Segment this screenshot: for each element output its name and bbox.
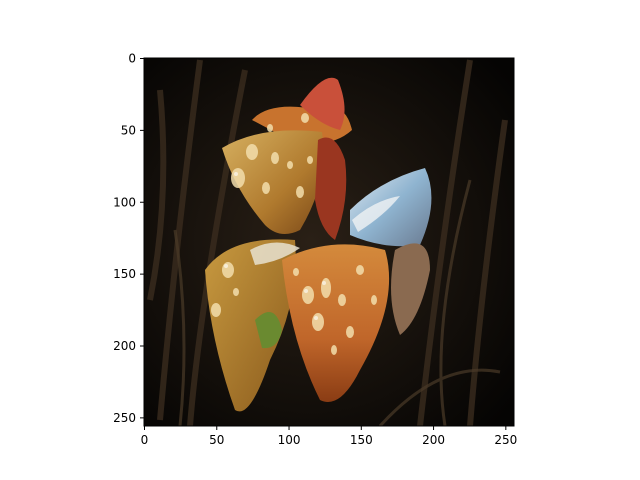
x-tick-label: 200	[422, 433, 445, 447]
y-tick-label: 0	[128, 52, 136, 66]
y-tick-label: 250	[113, 411, 136, 425]
photo-image	[144, 58, 514, 426]
x-tick-label: 0	[141, 433, 149, 447]
x-tick-label: 100	[278, 433, 301, 447]
y-tick-label: 150	[113, 267, 136, 281]
x-tick-label: 150	[350, 433, 373, 447]
y-axis: 0 50 100 150 200 250	[113, 52, 144, 425]
x-axis: 0 50 100 150 200 250	[141, 426, 517, 447]
x-tick-label: 250	[494, 433, 517, 447]
y-tick-label: 200	[113, 339, 136, 353]
x-tick-label: 50	[209, 433, 224, 447]
axes-frame	[143, 57, 515, 427]
y-tick-label: 50	[121, 123, 136, 137]
y-tick-label: 100	[113, 195, 136, 209]
